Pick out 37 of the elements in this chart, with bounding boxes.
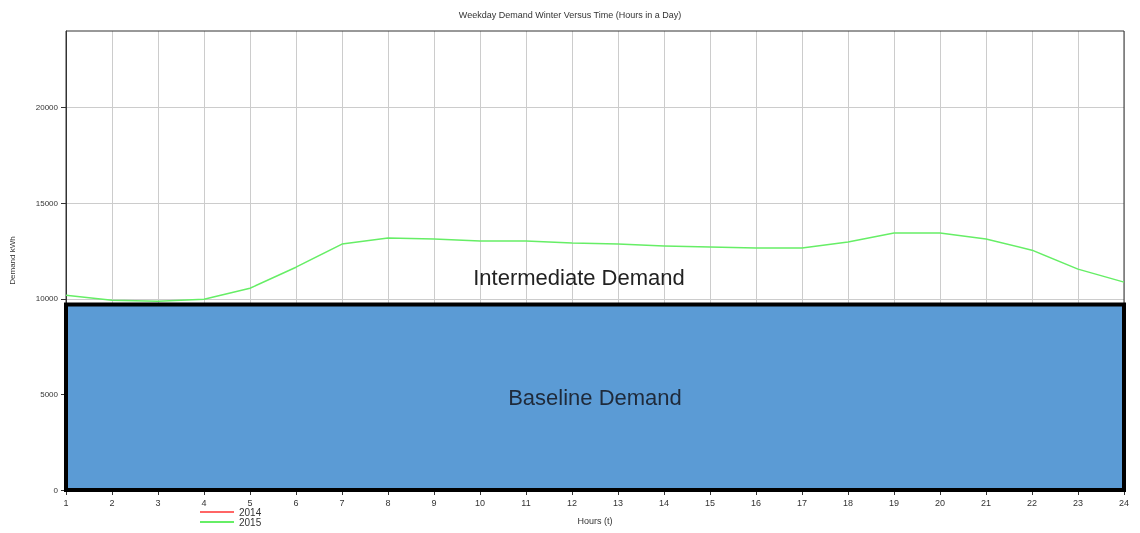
chart-title: Weekday Demand Winter Versus Time (Hours in a Day) bbox=[458, 9, 682, 20]
x-tick-label: 16 bbox=[750, 497, 762, 508]
x-tick-label: 4 bbox=[201, 497, 207, 508]
x-tick-label: 18 bbox=[842, 497, 854, 508]
x-tick-label: 9 bbox=[431, 497, 437, 508]
x-tick-label: 20 bbox=[934, 497, 946, 508]
x-tick-label: 3 bbox=[155, 497, 161, 508]
y-tick-label: 10000 bbox=[35, 294, 59, 304]
x-tick-label: 12 bbox=[566, 497, 578, 508]
y-axis-title: Demand kWh bbox=[7, 236, 17, 285]
band-label: Baseline Demand bbox=[508, 384, 682, 410]
x-tick-label: 15 bbox=[704, 497, 716, 508]
x-tick-label: 11 bbox=[521, 497, 531, 508]
x-tick-label: 24 bbox=[1118, 497, 1130, 508]
line-series bbox=[65, 232, 1125, 302]
x-tick-label: 21 bbox=[980, 497, 992, 508]
x-tick-label: 17 bbox=[796, 497, 808, 508]
y-tick-label: 0 bbox=[53, 485, 59, 495]
x-tick-label: 14 bbox=[658, 497, 670, 508]
y-tick-label: 20000 bbox=[35, 103, 59, 112]
annotation: Intermediate Demand bbox=[473, 264, 685, 290]
x-tick-label: 22 bbox=[1026, 497, 1038, 508]
y-tick-label: 5000 bbox=[40, 389, 59, 399]
x-tick-label: 13 bbox=[612, 497, 624, 508]
x-axis-title: Hours (t) bbox=[577, 515, 613, 526]
x-tick-label: 2 bbox=[109, 497, 115, 508]
x-tick-label: 1 bbox=[63, 497, 69, 508]
x-tick-label: 6 bbox=[293, 497, 299, 508]
legend-label: 2014 bbox=[239, 506, 262, 518]
x-tick-label: 23 bbox=[1072, 497, 1084, 508]
x-tick-label: 10 bbox=[474, 497, 486, 508]
x-tick-label: 8 bbox=[385, 497, 391, 508]
legend-label: 2015 bbox=[239, 516, 262, 528]
x-tick-label: 5 bbox=[247, 497, 253, 508]
x-tick-label: 19 bbox=[888, 497, 900, 508]
x-tick-label: 7 bbox=[339, 497, 345, 508]
y-tick-label: 15000 bbox=[35, 198, 59, 208]
